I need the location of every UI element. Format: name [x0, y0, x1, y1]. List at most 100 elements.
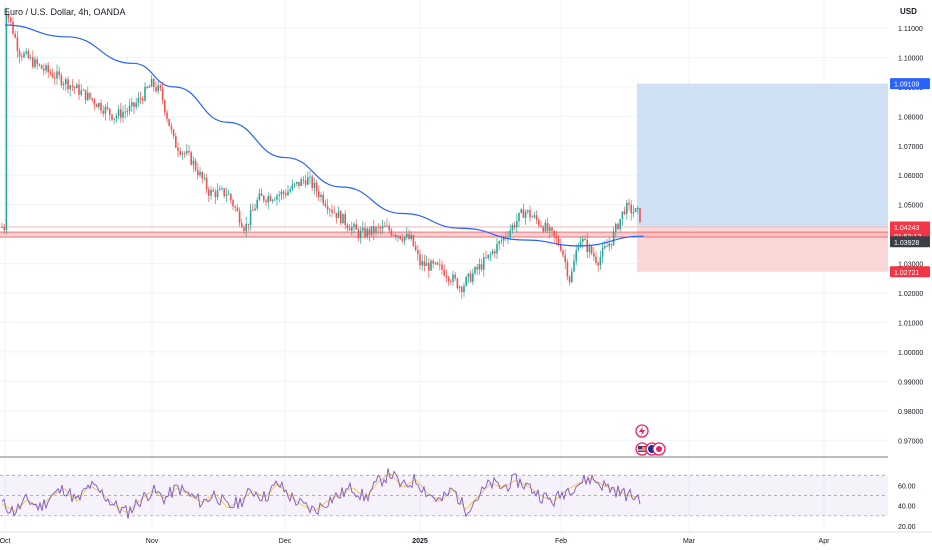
candle-body	[309, 176, 311, 178]
candle-body	[370, 225, 373, 235]
profit-zone[interactable]	[637, 83, 888, 228]
candle-body	[238, 210, 241, 224]
lightning-icon[interactable]	[635, 424, 649, 438]
candle-body	[263, 195, 265, 201]
candle-body	[632, 212, 635, 214]
candle-body	[179, 151, 181, 155]
candle-body	[139, 97, 142, 99]
candle-body	[377, 227, 379, 229]
candle-body	[219, 188, 221, 190]
candle-body	[34, 59, 36, 68]
ma-price-tag-bg	[890, 236, 930, 248]
target-price-tag-bg	[890, 78, 930, 90]
candle-body	[348, 228, 351, 231]
candle-body	[56, 71, 58, 79]
currency-label[interactable]: USD	[900, 7, 917, 16]
candle-body	[146, 86, 148, 88]
candle-body	[436, 262, 439, 265]
long-position-tool[interactable]	[637, 83, 888, 272]
candlestick-series	[1, 7, 641, 300]
candle-body	[148, 86, 151, 88]
candle-body	[230, 194, 232, 201]
candle-body	[599, 256, 602, 266]
candle-body	[247, 223, 250, 225]
candle-body	[502, 236, 505, 241]
candle-body	[375, 227, 377, 233]
candle-body	[454, 274, 456, 279]
candle-body	[271, 199, 274, 201]
candle-body	[159, 85, 162, 89]
candle-body	[432, 260, 434, 264]
candle-body	[450, 281, 452, 282]
candle-body	[469, 273, 472, 282]
candle-body	[533, 215, 536, 217]
candle-body	[245, 223, 247, 231]
candle-body	[342, 213, 344, 224]
grid-lines	[0, 0, 888, 532]
candle-body	[51, 73, 54, 78]
candle-body	[621, 211, 624, 219]
candle-body	[265, 200, 267, 203]
candle-body	[483, 257, 485, 270]
candle-body	[546, 222, 549, 232]
time-axis-labels: Oct Nov Dec 2025 Feb Mar Apr	[0, 538, 830, 545]
candle-body	[397, 235, 399, 237]
candle-body	[392, 235, 395, 236]
candle-body	[135, 102, 137, 107]
candle-body	[32, 57, 34, 68]
support-zone[interactable]	[0, 232, 888, 237]
candle-body	[531, 216, 533, 218]
candle-body	[157, 85, 159, 92]
candle-body	[425, 262, 428, 266]
symbol-title[interactable]: Euro / U.S. Dollar, 4h, OANDA	[4, 7, 126, 17]
candle-body	[82, 89, 85, 91]
stop-price-tag-bg	[890, 266, 930, 278]
candle-body	[296, 181, 298, 184]
candle-body	[489, 253, 492, 255]
candle-body	[18, 50, 21, 57]
event-marker-icon[interactable]	[652, 442, 666, 456]
candle-body	[311, 176, 313, 189]
candle-body	[161, 88, 164, 101]
candle-body	[298, 181, 300, 186]
candle-body	[243, 227, 245, 231]
candle-body	[337, 211, 340, 219]
candle-body	[513, 224, 516, 228]
candle-body	[21, 56, 23, 58]
time-tick-label: Nov	[146, 538, 159, 545]
candle-body	[507, 236, 509, 238]
candle-body	[419, 254, 421, 266]
candle-body	[3, 227, 5, 231]
candle-body	[381, 225, 384, 229]
price-tick-label: 1.01000	[898, 320, 923, 327]
price-tick-label: 1.02000	[898, 291, 923, 298]
candle-body	[472, 273, 474, 282]
candle-body	[155, 87, 157, 92]
candle-body	[511, 224, 514, 231]
candle-body	[91, 98, 93, 100]
candle-body	[291, 184, 294, 190]
candle-body	[153, 79, 155, 88]
candle-body	[522, 209, 525, 218]
candle-body	[258, 193, 261, 200]
candle-body	[544, 222, 547, 232]
candle-body	[491, 251, 494, 254]
candle-body	[318, 191, 320, 197]
candle-body	[467, 273, 470, 278]
candle-body	[601, 247, 604, 257]
candle-body	[208, 189, 210, 196]
candle-body	[628, 202, 630, 205]
candle-body	[122, 112, 124, 118]
candle-body	[177, 147, 179, 152]
candle-body	[590, 246, 593, 254]
candle-body	[357, 229, 360, 238]
candle-body	[637, 207, 639, 209]
candle-body	[351, 226, 353, 231]
candle-body	[353, 224, 355, 227]
time-tick-label: Mar	[683, 538, 696, 545]
support-band[interactable]	[0, 226, 888, 238]
candle-body	[278, 194, 280, 196]
candle-body	[212, 190, 214, 192]
candle-body	[333, 212, 335, 214]
